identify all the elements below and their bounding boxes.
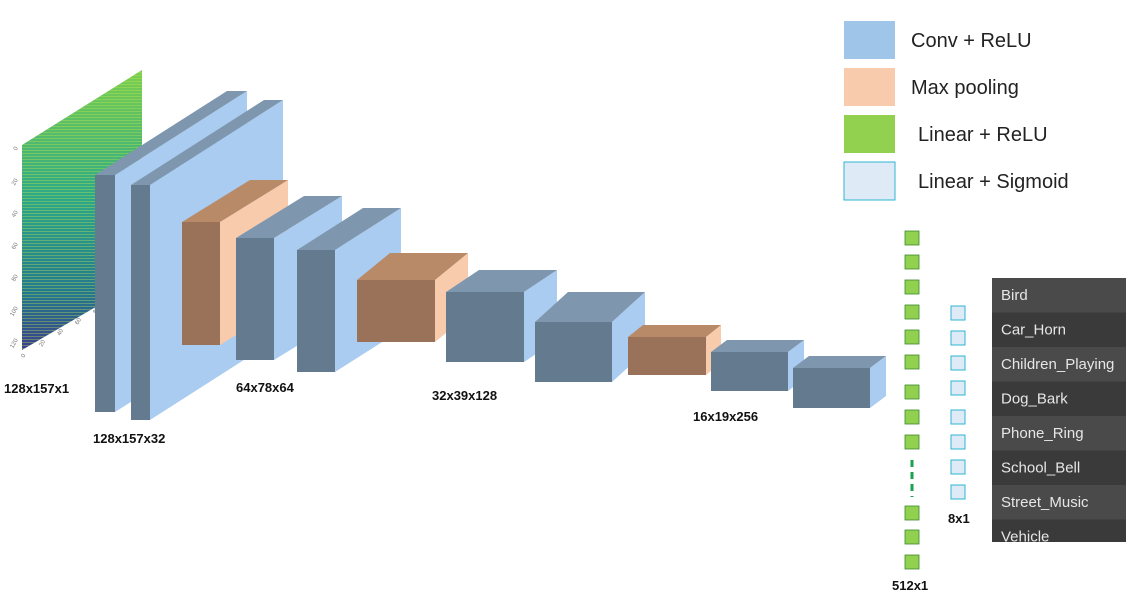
- box-top: [131, 100, 283, 185]
- out-node: [950, 380, 966, 396]
- box-front: [357, 280, 435, 342]
- class-row: [992, 381, 1126, 416]
- box-front: [446, 292, 524, 362]
- fc-node: [904, 409, 920, 425]
- fc-node: [904, 354, 920, 370]
- fc-node: [904, 254, 920, 270]
- fc-node: [904, 554, 920, 570]
- spec-ytick: 60: [11, 241, 20, 250]
- shape-label: 64x78x64: [236, 380, 295, 395]
- spec-xtick: 20: [39, 339, 48, 348]
- box-top: [711, 340, 804, 352]
- class-row: [992, 485, 1126, 520]
- legend-swatch: [844, 115, 895, 153]
- out-node: [950, 409, 966, 425]
- class-row: [992, 450, 1126, 485]
- out-node: [950, 330, 966, 346]
- box-top: [357, 253, 468, 280]
- class-label: Street_Music: [1001, 494, 1089, 511]
- shape-label: 128x157x32: [93, 431, 165, 446]
- box-top: [628, 325, 721, 337]
- shape-label: 128x157x1: [4, 381, 69, 396]
- spec-ytick: 40: [11, 209, 20, 218]
- legend-label: Linear + Sigmoid: [918, 171, 1069, 193]
- box-front: [236, 238, 274, 360]
- box-top: [95, 91, 247, 175]
- spec-xtick: 60: [75, 317, 84, 326]
- class-label: School_Bell: [1001, 460, 1080, 477]
- out-node: [950, 355, 966, 371]
- box-front: [793, 368, 870, 408]
- out-node: [950, 434, 966, 450]
- shape-label: 32x39x128: [432, 388, 497, 403]
- legend-swatch: [843, 161, 896, 201]
- class-label: Dog_Bark: [1001, 391, 1068, 408]
- box-top: [236, 196, 342, 238]
- box-front: [535, 322, 612, 382]
- box-front: [297, 250, 335, 372]
- fc-node: [904, 434, 920, 450]
- fc-node: [904, 505, 920, 521]
- fc-node: [904, 230, 920, 246]
- class-label: Phone_Ring: [1001, 425, 1084, 442]
- class-label: Car_Horn: [1001, 322, 1066, 339]
- fc-node: [904, 304, 920, 320]
- box-front: [711, 352, 788, 391]
- spec-xtick: 40: [57, 328, 66, 337]
- class-label: Bird: [1001, 287, 1028, 304]
- box-top: [446, 270, 557, 292]
- box-front: [182, 222, 220, 345]
- class-row: [992, 278, 1126, 313]
- class-label: Vehicle: [1001, 529, 1049, 546]
- fc-node: [904, 529, 920, 545]
- box-top: [793, 356, 886, 368]
- spec-ytick: 0: [13, 145, 20, 151]
- legend-label: Conv + ReLU: [911, 30, 1032, 52]
- fc-node: [904, 279, 920, 295]
- class-row: [992, 312, 1126, 347]
- box-side: [870, 356, 886, 408]
- out-node: [950, 484, 966, 500]
- legend-swatch: [844, 68, 895, 106]
- class-row: [992, 519, 1126, 542]
- class-row: [992, 416, 1126, 451]
- legend-swatch: [844, 21, 895, 59]
- fc-node: [904, 329, 920, 345]
- shape-label: 512x1: [892, 578, 928, 593]
- spec-ytick: 100: [10, 305, 21, 317]
- box-top: [297, 208, 401, 250]
- legend-label: Linear + ReLU: [918, 124, 1048, 146]
- box-front: [628, 337, 706, 375]
- shape-label: 8x1: [948, 511, 970, 526]
- box-top: [535, 292, 645, 322]
- box-front: [131, 185, 150, 420]
- class-row: [992, 347, 1126, 382]
- fc-node: [904, 384, 920, 400]
- shape-label: 16x19x256: [693, 409, 758, 424]
- spec-ytick: 80: [11, 273, 20, 282]
- box-top: [182, 180, 288, 222]
- out-node: [950, 459, 966, 475]
- spec-ytick: 120: [10, 337, 21, 349]
- class-label: Children_Playing: [1001, 356, 1114, 373]
- spec-xtick: 0: [21, 353, 28, 359]
- legend-label: Max pooling: [911, 77, 1019, 99]
- box-front: [95, 175, 115, 412]
- out-node: [950, 305, 966, 321]
- spec-ytick: 20: [11, 177, 20, 186]
